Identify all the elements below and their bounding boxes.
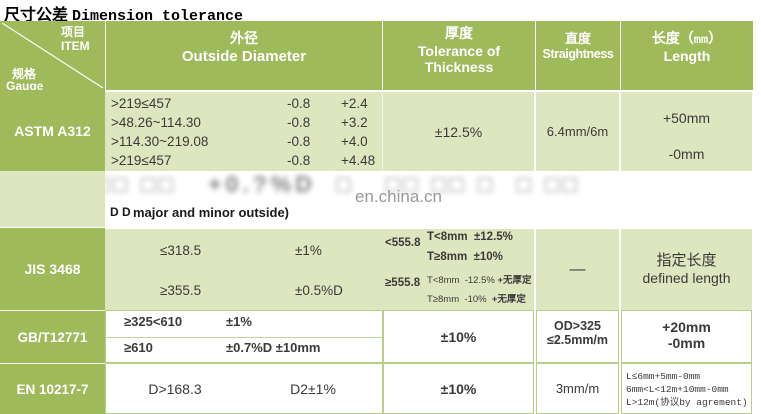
- svg-text:ITEM: ITEM: [61, 39, 90, 53]
- svg-text:项目: 项目: [61, 25, 85, 39]
- svg-text:Gauge: Gauge: [6, 79, 44, 90]
